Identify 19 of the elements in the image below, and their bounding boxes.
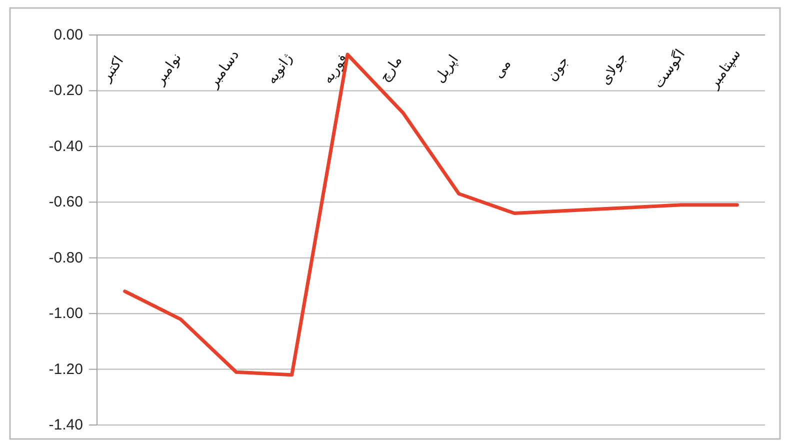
y-tick-label: -0.40: [48, 138, 83, 155]
y-tick-label: -1.20: [48, 360, 83, 378]
x-tick-label: ژانویه: [264, 50, 296, 88]
x-tick-label: اکتبر: [98, 53, 128, 86]
y-tick-label: 0.00: [54, 26, 83, 44]
y-tick-label: -1.40: [48, 416, 83, 434]
x-tick-label: مارچ: [376, 53, 406, 85]
x-tick-label: اگوست: [650, 46, 688, 92]
x-tick-label: دسامبر: [205, 47, 243, 92]
x-tick-label: اپریل: [432, 52, 462, 86]
y-tick-label: -0.20: [48, 82, 83, 100]
x-tick-label: سپتامبر: [705, 46, 744, 92]
x-tick-label: می: [490, 56, 515, 82]
x-tick-label: جون: [544, 54, 572, 84]
y-tick-label: -0.60: [48, 194, 83, 211]
x-tick-label: نوامبر: [151, 50, 185, 89]
y-tick-label: -1.00: [48, 305, 83, 322]
x-tick-label: جولای: [597, 50, 630, 88]
y-tick-label: -0.80: [48, 249, 83, 266]
